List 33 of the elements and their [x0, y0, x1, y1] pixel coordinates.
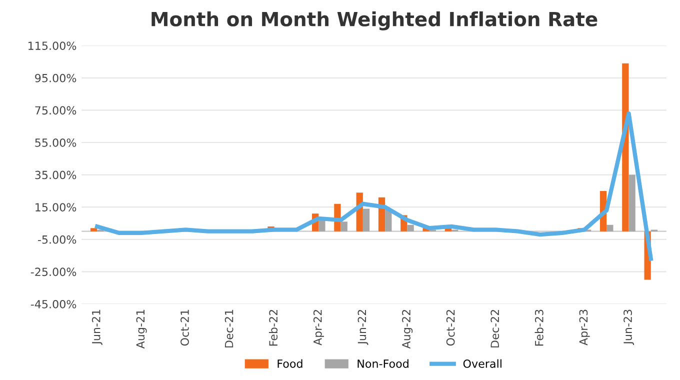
bar [340, 222, 348, 232]
bar [362, 208, 370, 232]
bar [628, 174, 636, 232]
y-tick-label: 75.00% [35, 106, 76, 115]
x-tick-label: Feb-22 [268, 310, 278, 346]
x-tick-label: Jun-23 [624, 310, 634, 345]
legend-label: Food [278, 359, 302, 368]
bar [606, 224, 614, 232]
y-tick-label: -45.00% [30, 300, 76, 308]
y-tick-label: -5.00% [38, 235, 76, 244]
line-series [95, 111, 653, 261]
x-tick-label: Aug-21 [136, 310, 147, 349]
x-tick-label: Oct-22 [446, 310, 455, 346]
bar [407, 224, 414, 232]
chart-title: Month on Month Weighted Inflation Rate [152, 11, 598, 30]
y-tick-label: 115.00% [28, 42, 76, 50]
x-tick-label: Jun-21 [92, 310, 102, 345]
x-tick-label: Aug-22 [402, 310, 413, 349]
bar [90, 228, 98, 232]
x-tick-label: Feb-23 [534, 310, 544, 346]
x-tick-label: Apr-23 [579, 310, 590, 346]
x-tick-label: Jun-22 [358, 310, 368, 345]
y-tick-label: -25.00% [30, 268, 76, 276]
x-tick-label: Dec-21 [224, 310, 234, 348]
x-tick-label: Apr-22 [313, 310, 324, 346]
y-tick-label: 15.00% [36, 203, 76, 212]
y-tick-label: 95.00% [35, 74, 76, 82]
legend-label: Overall [463, 359, 502, 368]
x-tick-label: Dec-22 [490, 310, 500, 348]
x-tick-label: Oct-21 [180, 310, 189, 346]
legend-label: Non-Food [358, 359, 408, 368]
y-tick-label: 35.00% [35, 170, 76, 180]
y-tick-label: 55.00% [35, 138, 76, 147]
